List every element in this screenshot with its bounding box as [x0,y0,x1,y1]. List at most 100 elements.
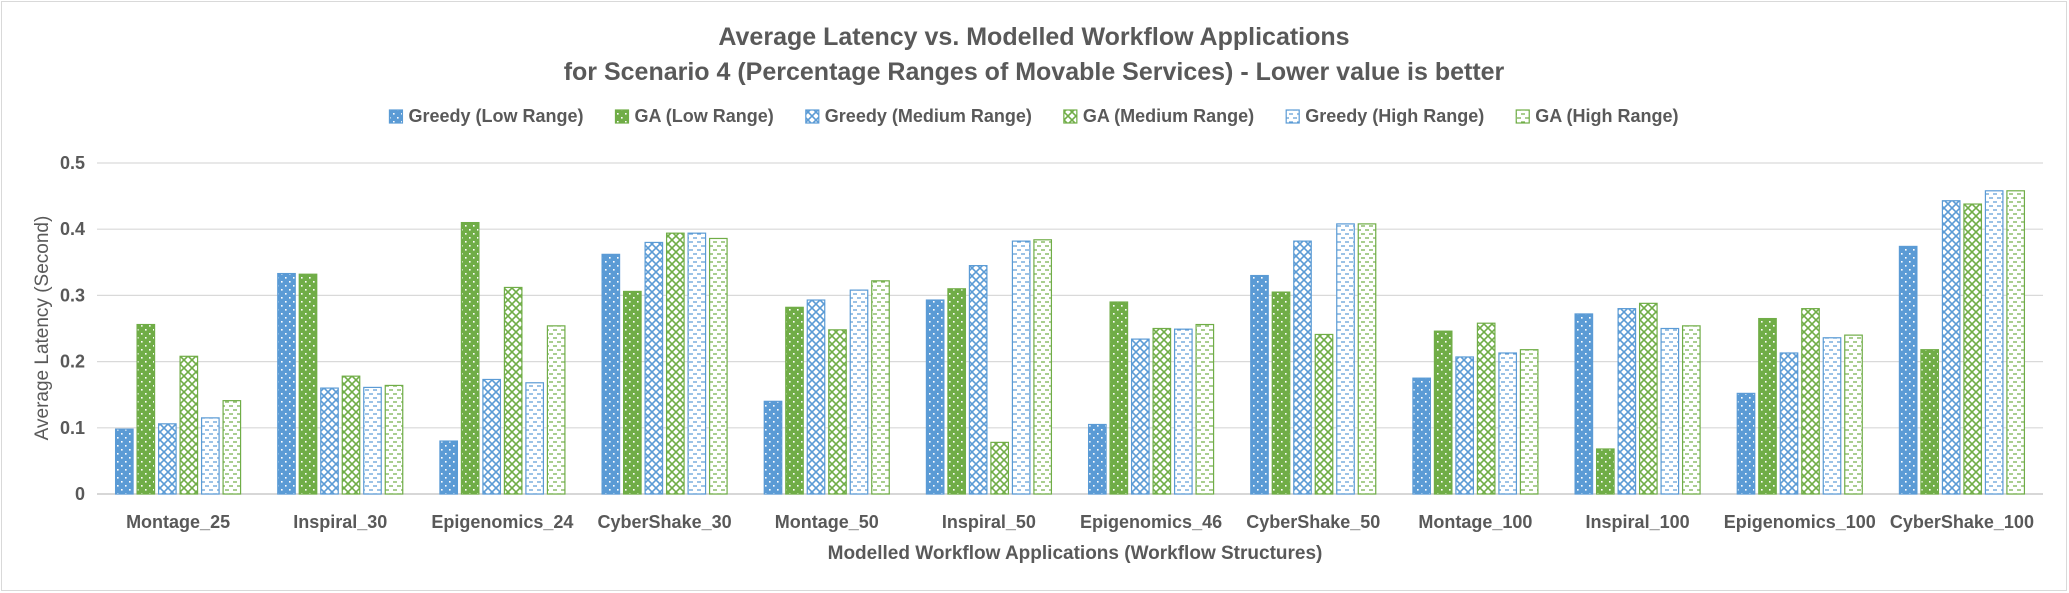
bar-Epigenomics_24-ga-medium-range- [503,286,523,495]
y-tick-label: 0.4 [60,219,85,239]
x-tick-label: CyberShake_30 [598,512,732,532]
x-tick-label: Montage_25 [126,512,230,532]
bar-Epigenomics_46-greedy-medium-range- [1130,338,1150,495]
bar-Inspiral_30-ga-low-range- [298,273,318,495]
bar-Inspiral_100-ga-medium-range- [1638,302,1658,495]
bar-Montage_25-ga-low-range- [136,323,156,495]
legend-label: Greedy (Medium Range) [825,106,1032,126]
bar-Epigenomics_100-ga-low-range- [1758,317,1777,495]
chart-title: Average Latency vs. Modelled Workflow Ap… [564,23,1505,86]
bar-Inspiral_50-ga-medium-range- [990,441,1010,495]
bar-CyberShake_100-greedy-low-range- [1898,245,1918,495]
bar-CyberShake_30-ga-high-range- [708,237,728,495]
legend-swatch [1063,109,1078,124]
bar-Montage_50-ga-high-range- [871,280,890,495]
bar-CyberShake_100-ga-medium-range- [1963,203,1983,495]
legend-label: GA (Low Range) [634,106,773,126]
bar-Montage_50-greedy-low-range- [763,400,783,495]
legend-swatch [614,109,630,124]
bar-CyberShake_50-ga-medium-range- [1314,333,1334,495]
legend-swatch [1515,109,1530,124]
bar-Montage_25-greedy-low-range- [114,428,134,495]
y-axis-ticks: 0 0.1 0.2 0.3 0.4 0.5 [60,153,85,504]
y-tick-label: 0.5 [60,153,85,173]
bar-Epigenomics_46-greedy-low-range- [1087,423,1107,495]
bar-Inspiral_50-ga-high-range- [1033,239,1053,495]
bar-Inspiral_50-greedy-medium-range- [968,265,988,495]
chart-title-line-2: for Scenario 4 (Percentage Ranges of Mov… [564,58,1505,86]
x-tick-label: Inspiral_100 [1586,512,1690,532]
y-tick-label: 0 [75,484,85,504]
bar-Epigenomics_24-greedy-low-range- [439,440,459,495]
bar-Epigenomics_46-ga-low-range- [1109,301,1129,495]
gridlines [97,162,2043,495]
x-axis-ticks: Montage_25 Inspiral_30 Epigenomics_24 Cyber… [126,512,2034,532]
legend-label: GA (High Range) [1535,106,1678,126]
x-tick-label: Inspiral_50 [942,512,1036,532]
x-tick-label: Epigenomics_24 [431,512,573,532]
chart-title-line-1: Average Latency vs. Modelled Workflow Ap… [718,23,1349,51]
bar-Montage_25-greedy-medium-range- [157,423,177,495]
legend-item: Greedy (Low Range) [388,106,583,126]
bar-CyberShake_50-greedy-low-range- [1250,274,1269,495]
bar-Inspiral_100-ga-high-range- [1681,325,1701,495]
legend-item: Greedy (Medium Range) [805,106,1032,126]
legend-swatch [388,109,404,124]
bar-CyberShake_30-ga-medium-range- [665,232,685,495]
bar-Inspiral_50-greedy-low-range- [925,299,945,495]
bar-Epigenomics_46-ga-high-range- [1195,323,1215,495]
bar-Montage_100-greedy-low-range- [1412,377,1432,495]
bar-Inspiral_100-greedy-medium-range- [1617,308,1637,495]
bar-Epigenomics_46-greedy-high-range- [1173,328,1193,495]
bar-Inspiral_100-greedy-low-range- [1574,313,1594,495]
legend-item: GA (High Range) [1515,106,1679,126]
legend-label: Greedy (Low Range) [408,106,583,126]
bar-Inspiral_30-ga-medium-range- [341,375,361,495]
bar-Montage_50-ga-low-range- [785,306,804,495]
bar-CyberShake_50-ga-low-range- [1271,291,1291,495]
bar-Montage_25-ga-high-range- [222,400,242,495]
bar-Epigenomics_100-greedy-low-range- [1736,392,1756,495]
x-tick-label: Epigenomics_46 [1080,512,1222,532]
bar-Epigenomics_46-ga-medium-range- [1152,327,1172,495]
legend-swatch [805,109,820,124]
legend-item: Greedy (High Range) [1285,106,1484,126]
bar-Inspiral_50-greedy-high-range- [1011,240,1031,495]
bar-Epigenomics_100-greedy-medium-range- [1779,352,1799,495]
bar-CyberShake_100-ga-low-range- [1920,349,1940,495]
bar-Epigenomics_24-greedy-high-range- [525,382,545,495]
bar-CyberShake_30-greedy-medium-range- [644,241,664,495]
bar-CyberShake_100-greedy-high-range- [1984,190,2004,495]
legend-item: GA (Medium Range) [1063,106,1254,126]
bar-CyberShake_50-ga-high-range- [1357,223,1377,495]
bar-Inspiral_30-greedy-high-range- [363,386,382,495]
y-tick-label: 0.3 [60,285,85,305]
bar-Montage_100-greedy-high-range- [1498,352,1518,495]
bar-Epigenomics_24-ga-low-range- [460,221,480,495]
bar-CyberShake_100-ga-high-range- [2006,190,2026,495]
bar-Inspiral_50-ga-low-range- [947,288,967,495]
bar-Inspiral_30-greedy-low-range- [277,272,296,495]
bar-Inspiral_30-greedy-medium-range- [320,387,339,495]
bars [114,190,2026,495]
bar-Epigenomics_100-ga-high-range- [1844,334,1863,495]
bar-Montage_100-ga-medium-range- [1476,322,1496,495]
bar-CyberShake_30-greedy-low-range- [601,253,621,495]
bar-Inspiral_30-ga-high-range- [384,384,404,495]
legend-label: Greedy (High Range) [1305,106,1484,126]
bar-CyberShake_30-ga-low-range- [622,290,642,495]
bar-Montage_25-greedy-high-range- [200,417,220,495]
bar-Montage_100-ga-low-range- [1433,330,1453,495]
bar-Inspiral_100-ga-low-range- [1595,448,1615,495]
legend: Greedy (Low Range) GA (Low Range) Greedy (… [388,106,1679,126]
bar-Montage_50-ga-medium-range- [828,329,847,495]
legend-item: GA (Low Range) [614,106,774,126]
x-tick-label: Inspiral_30 [293,512,387,532]
x-tick-label: CyberShake_100 [1890,512,2034,532]
bar-Montage_100-ga-high-range- [1519,349,1539,495]
bar-Montage_100-greedy-medium-range- [1455,356,1475,495]
x-axis-title: Modelled Workflow Applications (Workflow… [828,543,1323,564]
bar-CyberShake_50-greedy-high-range- [1336,223,1355,495]
x-tick-label: CyberShake_50 [1246,512,1380,532]
x-tick-label: Epigenomics_100 [1724,512,1876,532]
